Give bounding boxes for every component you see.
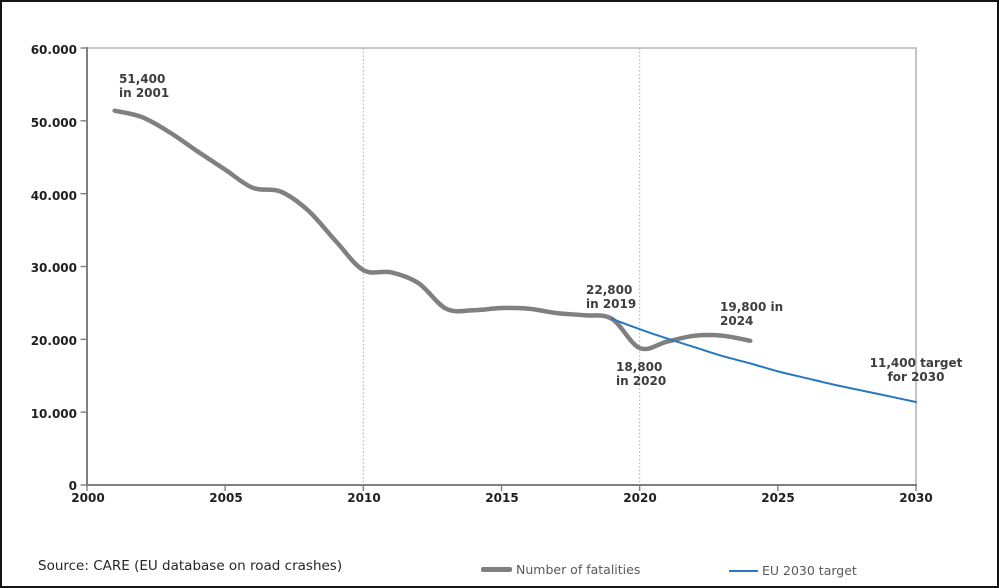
- annotation-line: 19,800 in: [720, 300, 784, 314]
- y-tick-label: 30.000: [30, 261, 77, 275]
- annotation-line: 51,400: [119, 72, 166, 86]
- x-tick-label: 2010: [347, 491, 381, 505]
- annotation-line: 2024: [720, 313, 754, 328]
- plot-border: [87, 47, 917, 485]
- annotation-line: 22,800: [586, 283, 633, 297]
- y-tick-label: 20.000: [30, 334, 77, 348]
- annotation-2001: 51,400 in 2001: [119, 72, 170, 100]
- annotation-2030: 11,400 target for 2030: [856, 356, 976, 384]
- annotation-2024: 19,800 in 2024: [720, 300, 784, 328]
- annotation-line: for 2030: [887, 369, 945, 384]
- x-tick-label: 2005: [209, 491, 243, 505]
- fatalities-line-swatch: [481, 567, 512, 572]
- fatalities-line: [112, 108, 753, 352]
- annotation-2020: 18,800 in 2020: [616, 360, 667, 388]
- target-line-swatch: [729, 569, 758, 572]
- legend-label-fatalities: Number of fatalities: [516, 562, 641, 577]
- legend-label-target: EU 2030 target: [762, 563, 857, 578]
- annotation-line: in 2001: [119, 85, 170, 100]
- y-tick-label: 60.000: [30, 43, 77, 57]
- x-tick-label: 2025: [761, 491, 795, 505]
- annotation-2019: 22,800 in 2019: [586, 283, 637, 311]
- x-tick-label: 2030: [899, 491, 933, 505]
- y-tick-label: 50.000: [30, 116, 77, 130]
- x-tick-label: 2000: [71, 491, 105, 505]
- legend-item-fatalities: Number of fatalities: [481, 562, 640, 577]
- annotation-line: 11,400 target: [869, 356, 963, 370]
- x-tick-label: 2020: [623, 491, 657, 505]
- target-line: [611, 317, 917, 403]
- source-note: Source: CARE (EU database on road crashe…: [38, 558, 343, 574]
- annotation-line: in 2020: [616, 373, 667, 388]
- y-tick-label: 40.000: [30, 189, 77, 203]
- legend-item-target: EU 2030 target: [729, 563, 857, 578]
- y-tick-label: 10.000: [30, 407, 77, 421]
- y-tick-label: 0: [68, 479, 77, 493]
- x-tick-label: 2015: [485, 491, 519, 505]
- annotation-line: 18,800: [616, 360, 663, 374]
- annotation-line: in 2019: [586, 296, 637, 311]
